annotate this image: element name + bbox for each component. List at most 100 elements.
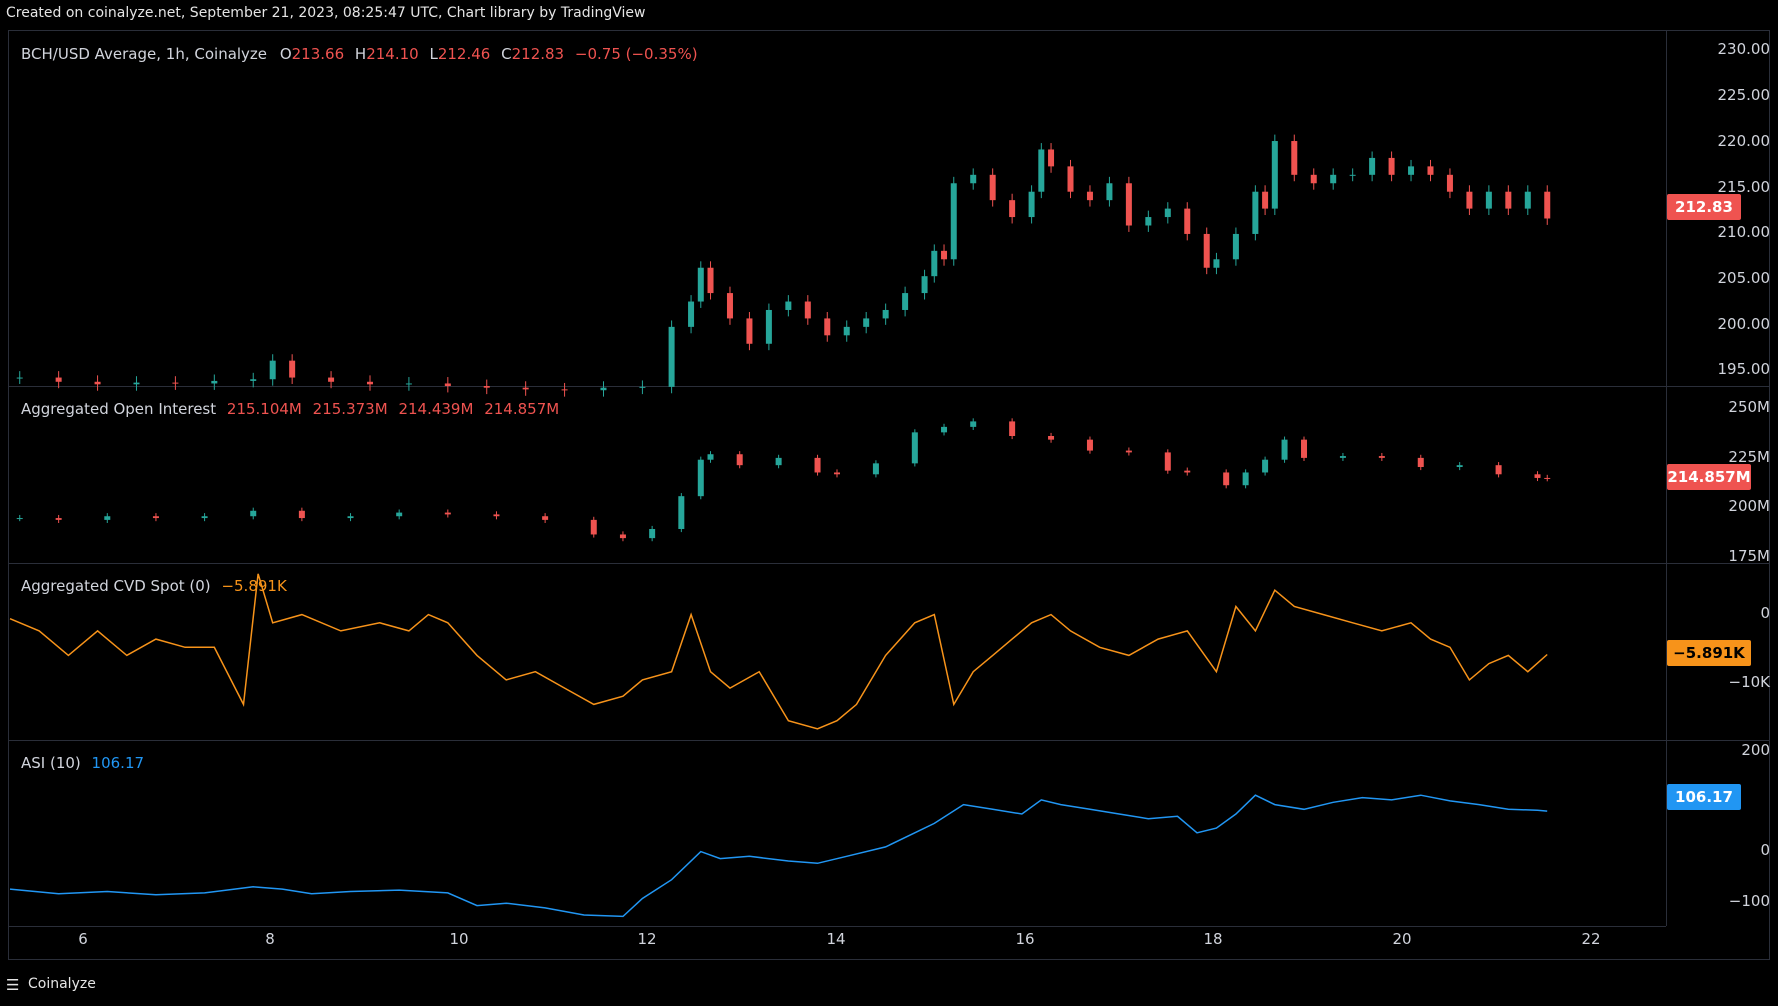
oi-candle: [775, 457, 782, 466]
hamburger-icon[interactable]: ☰: [6, 976, 20, 994]
price-candle: [931, 250, 938, 277]
price-candle: [921, 276, 928, 294]
cvd-series-line: [9, 573, 1548, 730]
oi-candle: [493, 514, 500, 517]
oi-candle: [970, 421, 977, 427]
oi-candle: [814, 457, 821, 473]
footer-brand[interactable]: Coinalyze: [28, 976, 96, 992]
pane-separator[interactable]: [8, 563, 1770, 564]
price-candle: [941, 250, 948, 260]
price-candle: [55, 377, 62, 382]
oi-candle: [736, 454, 743, 466]
cvd-title[interactable]: Aggregated CVD Spot (0): [21, 577, 211, 595]
price-tick: 205.00: [1717, 269, 1771, 287]
price-candle: [697, 267, 704, 302]
price-candle: [989, 174, 996, 201]
time-tick: 18: [1203, 930, 1223, 948]
time-tick: 6: [78, 930, 88, 948]
oi-title[interactable]: Aggregated Open Interest: [21, 400, 217, 418]
price-candle: [522, 387, 529, 390]
time-tick: 20: [1392, 930, 1412, 948]
price-candle: [1086, 191, 1093, 201]
price-candle: [328, 377, 335, 382]
price-candle: [1252, 191, 1259, 234]
price-candle: [561, 389, 568, 391]
price-candle: [1232, 233, 1239, 260]
last-cvd-tag: −5.891K: [1667, 640, 1751, 666]
price-tick: 215.00: [1717, 178, 1771, 196]
cvd-legend: Aggregated CVD Spot (0) −5.891K: [21, 577, 287, 595]
price-candle: [1349, 174, 1356, 176]
oi-candle: [619, 534, 626, 539]
price-candle: [1145, 217, 1152, 226]
price-tick: 200.00: [1717, 315, 1771, 333]
price-candle: [1310, 174, 1317, 184]
oi-candle: [1242, 472, 1249, 486]
asi-tick: 0: [1760, 841, 1770, 859]
oi-candle: [1495, 465, 1502, 475]
price-tick: 195.00: [1717, 360, 1771, 378]
close-value: 212.83: [511, 45, 565, 63]
oi-candle: [911, 432, 918, 464]
page-footer: ☰ Coinalyze: [0, 960, 1778, 1006]
price-candle: [366, 381, 373, 385]
price-candle: [483, 386, 490, 388]
price-candle: [289, 360, 296, 378]
oi-candle: [1339, 456, 1346, 458]
oi-candle: [298, 510, 305, 519]
oi-candle: [1164, 452, 1171, 471]
price-candle: [1466, 191, 1473, 209]
price-candle: [211, 380, 218, 384]
oi-candle: [201, 516, 208, 519]
price-candle: [1028, 191, 1035, 218]
oi-candle: [16, 518, 23, 520]
close-label: C: [501, 45, 512, 63]
price-candle: [970, 174, 977, 184]
price-candle: [1125, 183, 1132, 226]
price-candle: [1048, 149, 1055, 167]
price-candle: [1184, 208, 1191, 234]
time-tick: 14: [826, 930, 846, 948]
price-tick: 210.00: [1717, 223, 1771, 241]
asi-title[interactable]: ASI (10): [21, 754, 81, 772]
oi-candle: [707, 454, 714, 460]
price-candle: [843, 326, 850, 336]
price-candle: [824, 318, 831, 336]
chart-frame: [8, 30, 1770, 960]
price-candle: [1505, 191, 1512, 209]
price-candle: [1427, 166, 1434, 175]
price-candle: [1203, 233, 1210, 268]
symbol-title[interactable]: BCH/USD Average, 1h, Coinalyze: [21, 45, 268, 63]
price-candle: [785, 301, 792, 310]
oi-candle: [444, 512, 451, 515]
price-candle: [1446, 174, 1453, 192]
oi-candle: [697, 459, 704, 497]
oi-low: 214.439M: [398, 400, 474, 418]
oi-candle: [104, 516, 111, 520]
time-axis[interactable]: [8, 926, 1666, 961]
price-axis[interactable]: [1666, 30, 1771, 926]
price-tick: 225.00: [1717, 86, 1771, 104]
pane-separator[interactable]: [8, 740, 1770, 741]
price-candle: [1408, 166, 1415, 175]
oi-candle: [1125, 450, 1132, 453]
oi-candle: [1223, 472, 1230, 486]
low-label: L: [429, 45, 438, 63]
price-candle: [1106, 183, 1113, 201]
price-candle: [863, 318, 870, 327]
change-value: −0.75 (−0.35%): [574, 45, 698, 63]
price-candle: [1262, 191, 1269, 209]
oi-candle: [1301, 439, 1308, 458]
price-candle: [1164, 208, 1171, 218]
high-value: 214.10: [366, 45, 419, 63]
pane-separator[interactable]: [8, 386, 1770, 387]
asi-tick: 200: [1741, 741, 1770, 759]
oi-candle: [1086, 439, 1093, 451]
price-candle: [746, 318, 753, 344]
oi-candle: [941, 426, 948, 433]
open-value: 213.66: [291, 45, 345, 63]
price-candle: [250, 379, 257, 381]
oi-candle: [347, 516, 354, 519]
cvd-value: −5.891K: [221, 577, 287, 595]
